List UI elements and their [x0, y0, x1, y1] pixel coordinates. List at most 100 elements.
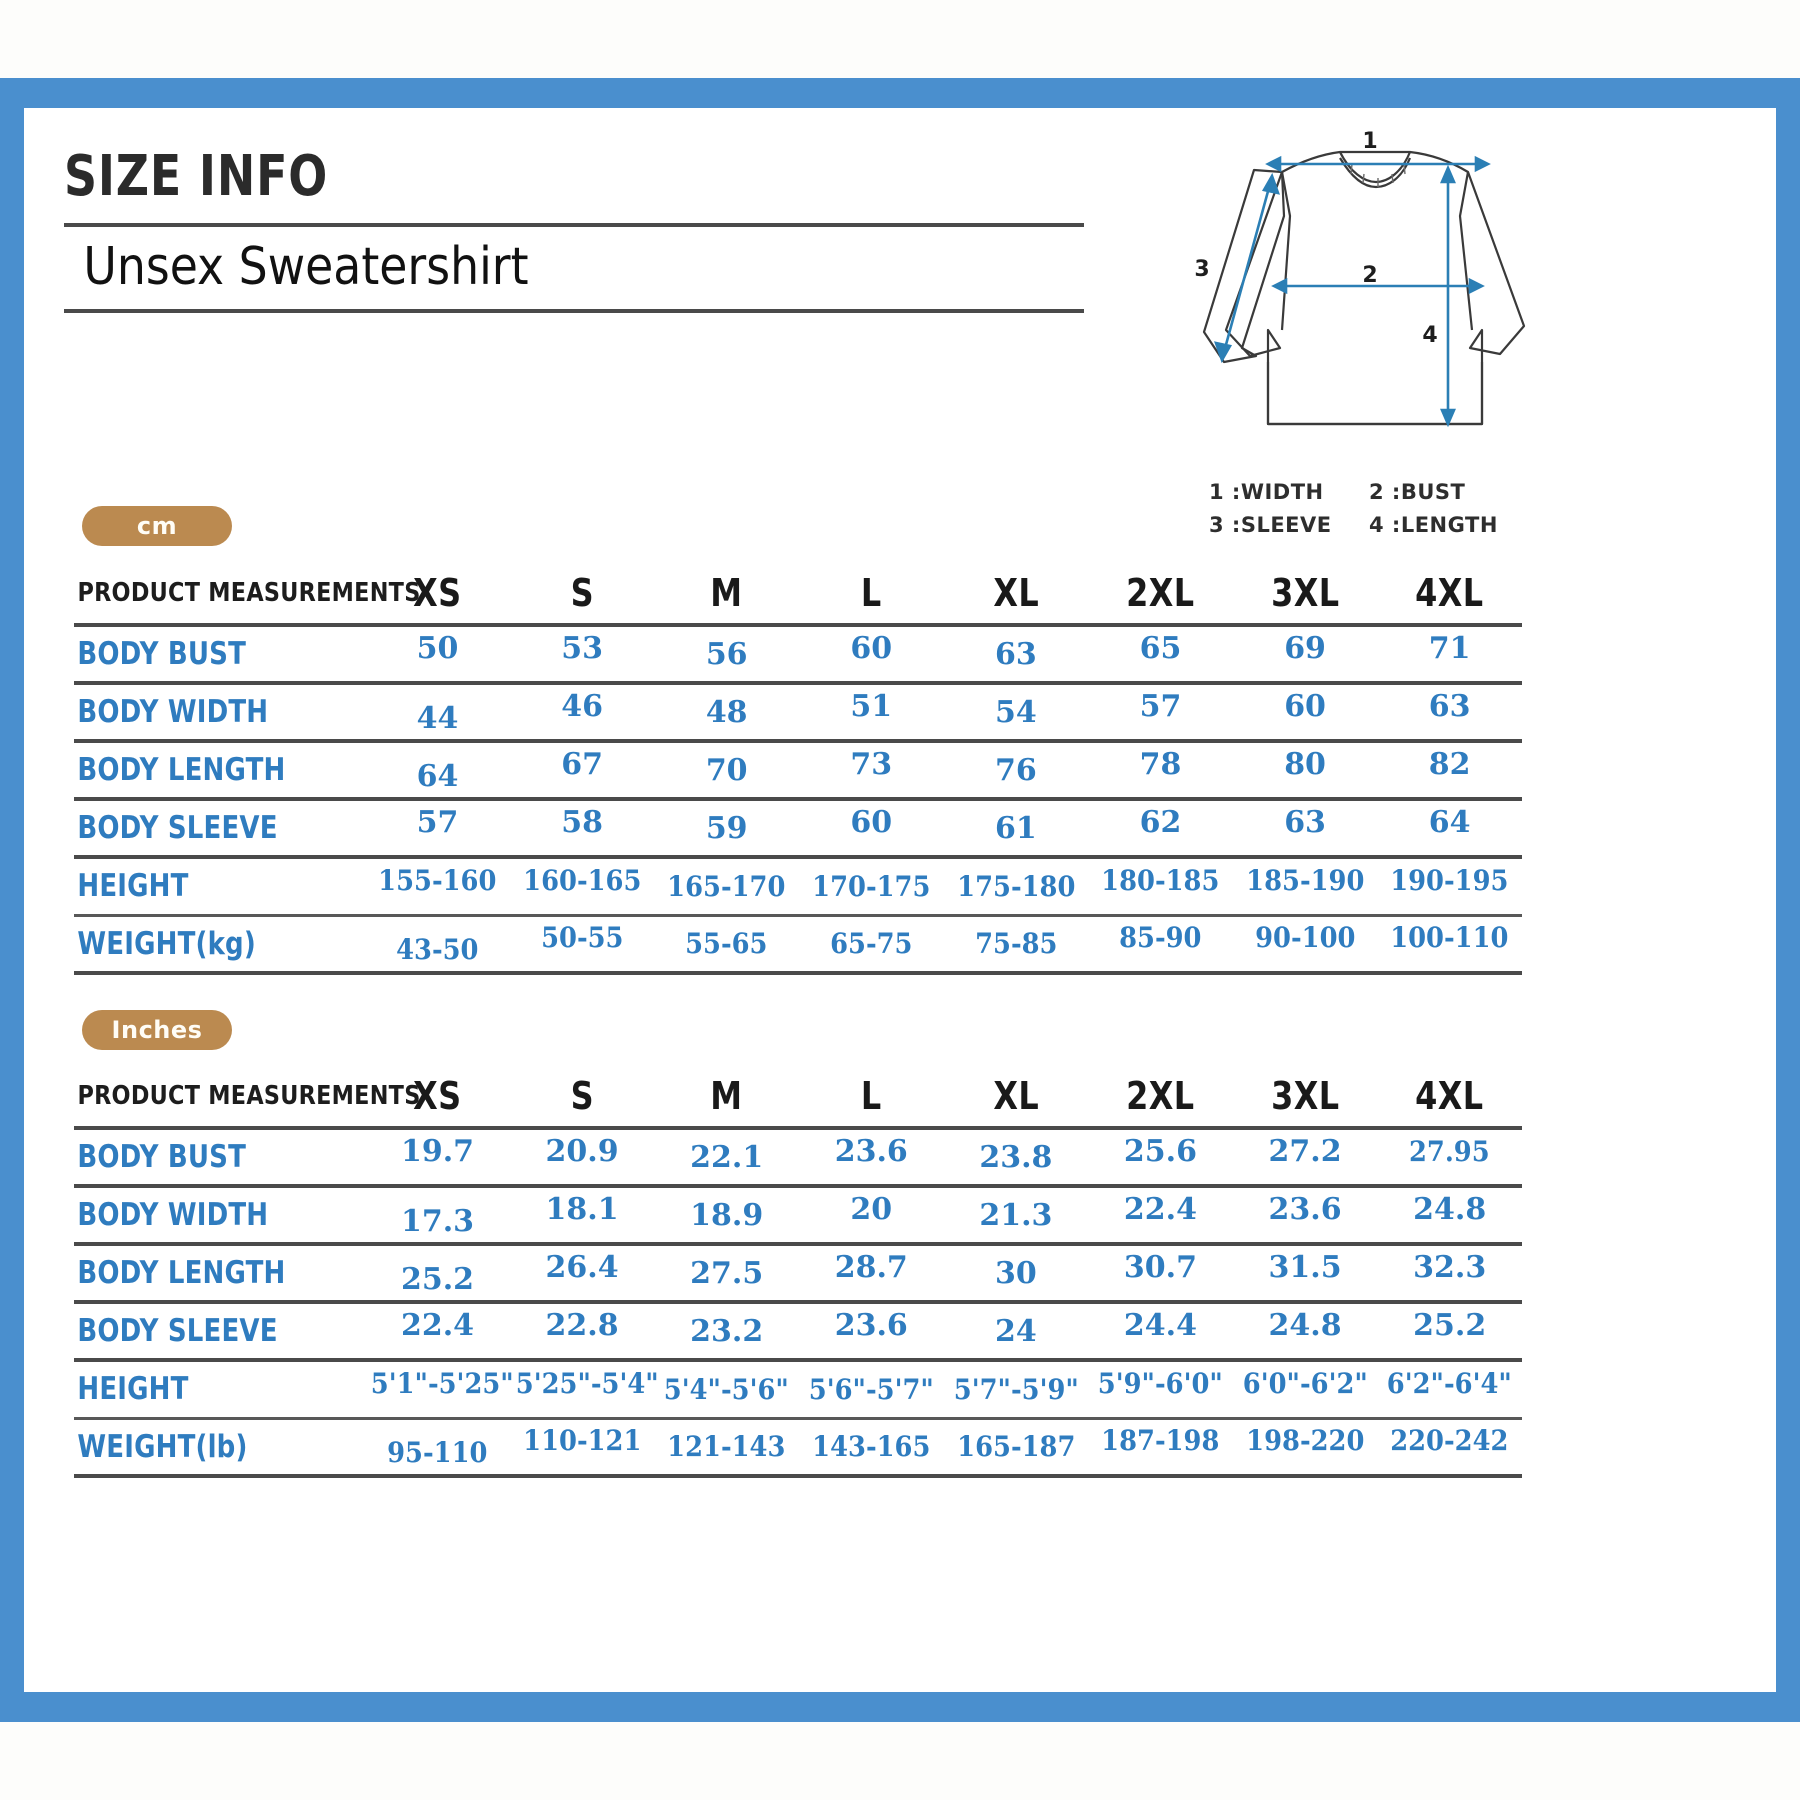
cell: 59 — [654, 799, 799, 859]
sweatshirt-illustration: 1 2 3 4 — [1194, 129, 1526, 428]
legend-item-sleeve: 3 :SLEEVE — [1209, 512, 1332, 537]
cell: 26.4 — [509, 1238, 655, 1298]
column-header-4xl: 4XL — [1388, 563, 1511, 627]
legend-item-width: 1 :WIDTH — [1209, 480, 1324, 504]
cell: 56 — [654, 625, 799, 685]
table-row: WEIGHT(kg) 43-50 50-55 55-65 65-75 75-85… — [74, 909, 1522, 981]
cell: 23.8 — [943, 1128, 1089, 1188]
cell: 63 — [943, 625, 1089, 685]
cell: 51 — [798, 677, 944, 737]
row-label-weight-kg: WEIGHT(kg) — [74, 915, 319, 975]
cell: 6'0"-6'2" — [1238, 1354, 1372, 1414]
frame-bar-left — [0, 78, 24, 1722]
table-row: BODY SLEEVE 22.4 22.8 23.2 23.6 24 24.4 … — [74, 1296, 1522, 1362]
cell: 187-198 — [1093, 1412, 1227, 1472]
cell: 110-121 — [515, 1412, 649, 1472]
legend-item-length: 4 :LENGTH — [1369, 512, 1498, 537]
cell: 121-143 — [660, 1418, 794, 1478]
column-header-3xl: 3XL — [1244, 1066, 1366, 1130]
cell: 46 — [509, 677, 655, 737]
frame-bar-bottom — [0, 1692, 1800, 1722]
cell: 190-195 — [1383, 851, 1517, 911]
cell: 22.4 — [365, 1296, 510, 1356]
cell: 90-100 — [1238, 909, 1372, 969]
cell: 23.6 — [798, 1122, 944, 1182]
cell: 170-175 — [804, 857, 938, 917]
cell: 57 — [365, 793, 510, 853]
cell: 50-55 — [515, 909, 649, 969]
cell: 22.4 — [1088, 1180, 1233, 1240]
title-divider-bottom — [64, 308, 1084, 313]
column-header-s: S — [521, 563, 643, 627]
product-subtitle: Unsex Sweatershirt — [83, 236, 529, 297]
cell: 73 — [798, 735, 944, 795]
row-label-body-sleeve: BODY SLEEVE — [74, 1302, 319, 1362]
column-header-xl: XL — [955, 563, 1077, 627]
table-row: BODY BUST 50 53 56 60 63 65 69 71 — [74, 619, 1522, 685]
cell: 180-185 — [1093, 851, 1227, 911]
cell: 95-110 — [370, 1424, 505, 1484]
cell: 23.6 — [798, 1296, 944, 1356]
cell: 165-170 — [660, 857, 794, 917]
cell: 69 — [1232, 619, 1378, 679]
cell: 5'9"-6'0" — [1093, 1354, 1227, 1414]
legend-row: 1 :WIDTH 2 :BUST — [1209, 476, 1609, 509]
callout-3: 3 — [1194, 257, 1209, 282]
table-row: HEIGHT 155-160 160-165 165-170 170-175 1… — [74, 851, 1522, 917]
cell: 100-110 — [1383, 909, 1517, 969]
size-table-inches: PRODUCT MEASUREMENTS XS S M L XL 2XL 3XL… — [74, 1066, 1522, 1484]
size-table-cm: PRODUCT MEASUREMENTS XS S M L XL 2XL 3XL… — [74, 563, 1522, 981]
callout-1: 1 — [1362, 129, 1377, 154]
title-block: SIZE INFO Unsex Sweatershirt — [64, 147, 1084, 313]
table-row: WEIGHT(lb) 95-110 110-121 121-143 143-16… — [74, 1412, 1522, 1484]
column-header-2xl: 2XL — [1099, 563, 1222, 627]
cell: 82 — [1377, 735, 1522, 795]
table-row: BODY WIDTH 44 46 48 51 54 57 60 63 — [74, 677, 1522, 749]
column-header-measurements: PRODUCT MEASUREMENTS — [74, 1066, 420, 1130]
cell: 23.2 — [654, 1302, 799, 1362]
column-header-measurements: PRODUCT MEASUREMENTS — [74, 563, 420, 627]
column-header-s: S — [521, 1066, 643, 1130]
cell: 65 — [1088, 619, 1233, 679]
cell: 24 — [943, 1302, 1089, 1362]
cell: 44 — [365, 689, 510, 749]
column-header-l: L — [810, 1066, 933, 1130]
cell: 19.7 — [365, 1122, 510, 1182]
table-row: HEIGHT 5'1"-5'25" 5'25"-5'4" 5'4"-5'6" 5… — [74, 1354, 1522, 1420]
cell: 65-75 — [804, 915, 938, 975]
cell: 160-165 — [515, 851, 649, 911]
cell: 57 — [1088, 677, 1233, 737]
row-label-weight-lb: WEIGHT(lb) — [74, 1418, 319, 1478]
row-label-body-width: BODY WIDTH — [74, 1186, 319, 1246]
cell: 76 — [943, 741, 1089, 801]
cell: 25.6 — [1088, 1122, 1233, 1182]
cell: 60 — [798, 793, 944, 853]
cell: 25.2 — [1377, 1296, 1522, 1356]
cell: 30.7 — [1088, 1238, 1233, 1298]
cell: 165-187 — [949, 1418, 1083, 1478]
row-label-height: HEIGHT — [74, 857, 319, 917]
chart-canvas: SIZE INFO Unsex Sweatershirt — [24, 108, 1776, 1692]
cell: 62 — [1088, 793, 1233, 853]
column-header-xl: XL — [955, 1066, 1077, 1130]
column-header-3xl: 3XL — [1244, 563, 1366, 627]
row-label-height: HEIGHT — [74, 1360, 319, 1420]
cell: 27.2 — [1232, 1122, 1378, 1182]
cell: 23.6 — [1232, 1180, 1378, 1240]
cell: 53 — [509, 619, 655, 679]
garment-diagram: 1 2 3 4 — [1164, 124, 1584, 454]
cell: 63 — [1232, 793, 1378, 853]
cell: 31.5 — [1232, 1238, 1378, 1298]
legend-row: 3 :SLEEVE 4 :LENGTH — [1209, 509, 1609, 542]
cell: 22.8 — [509, 1296, 655, 1356]
cell: 24.8 — [1377, 1180, 1522, 1240]
cell: 27.5 — [654, 1244, 799, 1304]
table-row: BODY LENGTH 25.2 26.4 27.5 28.7 30 30.7 … — [74, 1238, 1522, 1310]
row-label-body-width: BODY WIDTH — [74, 683, 319, 743]
cell: 30 — [943, 1244, 1089, 1304]
table-header-row: PRODUCT MEASUREMENTS XS S M L XL 2XL 3XL… — [74, 563, 1522, 627]
cell: 155-160 — [370, 851, 505, 911]
table-row: BODY LENGTH 64 67 70 73 76 78 80 82 — [74, 735, 1522, 807]
frame-bar-top — [0, 78, 1800, 108]
